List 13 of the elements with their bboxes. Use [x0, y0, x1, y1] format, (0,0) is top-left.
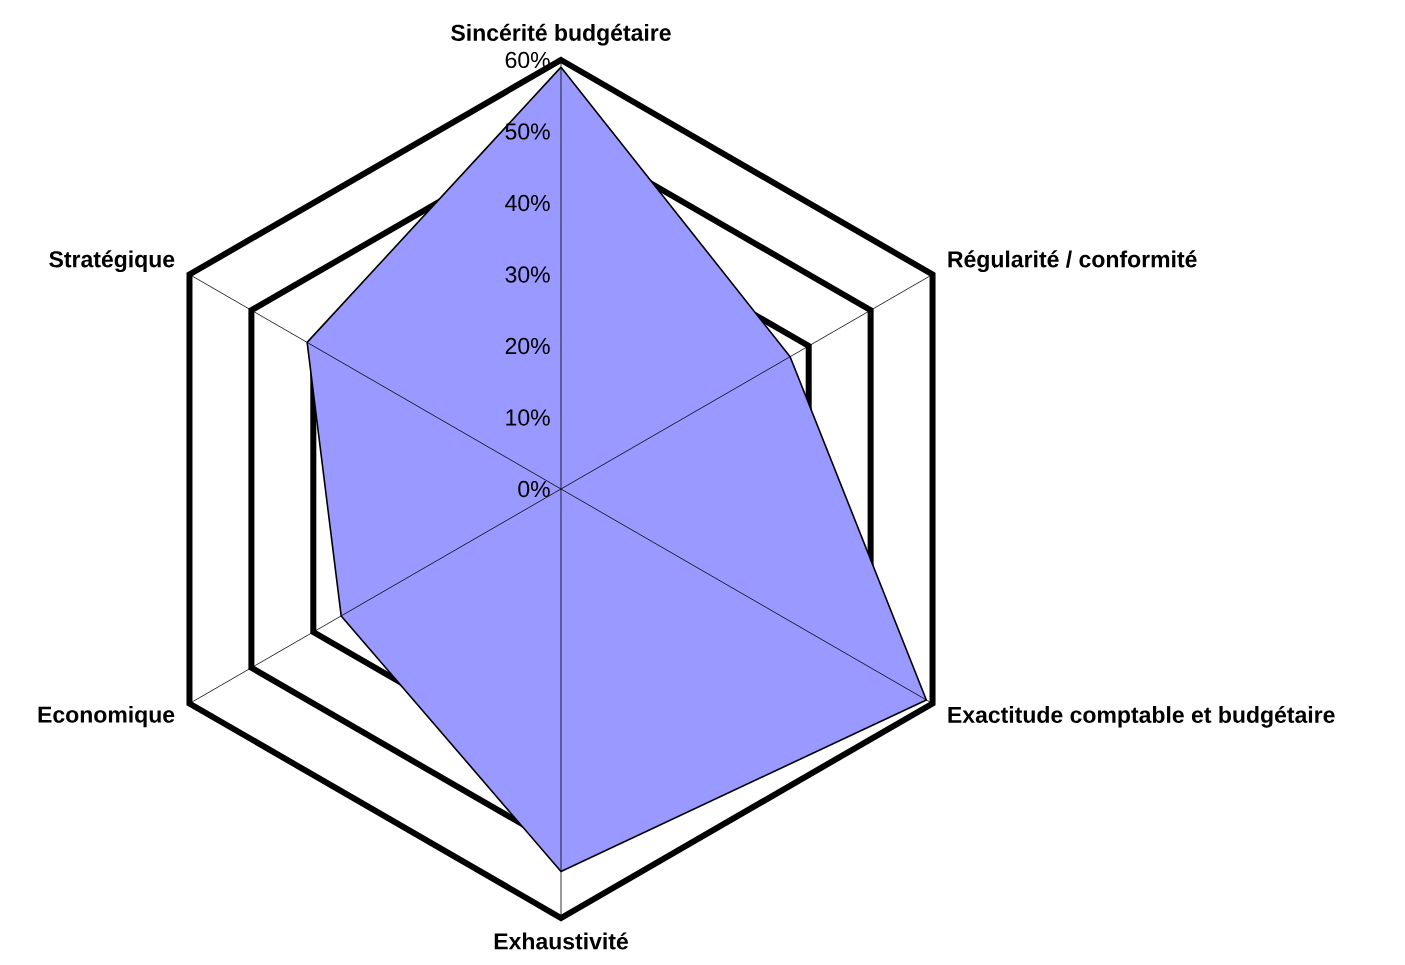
spoke-label: Régularité / conformité — [948, 250, 1197, 273]
spoke-label: Economique — [38, 705, 175, 728]
spoke-label: Sincérité budgétaire — [451, 23, 671, 46]
spoke-label: Exactitude comptable et budgétaire — [948, 705, 1335, 728]
y-tick-label: 60% — [505, 51, 550, 69]
y-tick-label: 0% — [518, 480, 550, 498]
spoke-label: Exhaustivité — [494, 932, 628, 950]
y-tick-label: 10% — [506, 409, 550, 426]
y-tick-label: 20% — [505, 337, 550, 355]
y-tick-label: 40% — [505, 194, 550, 212]
spoke-label: Stratégique — [49, 250, 175, 273]
y-tick-label: 30% — [505, 266, 550, 283]
y-tick-label: 50% — [505, 123, 550, 140]
